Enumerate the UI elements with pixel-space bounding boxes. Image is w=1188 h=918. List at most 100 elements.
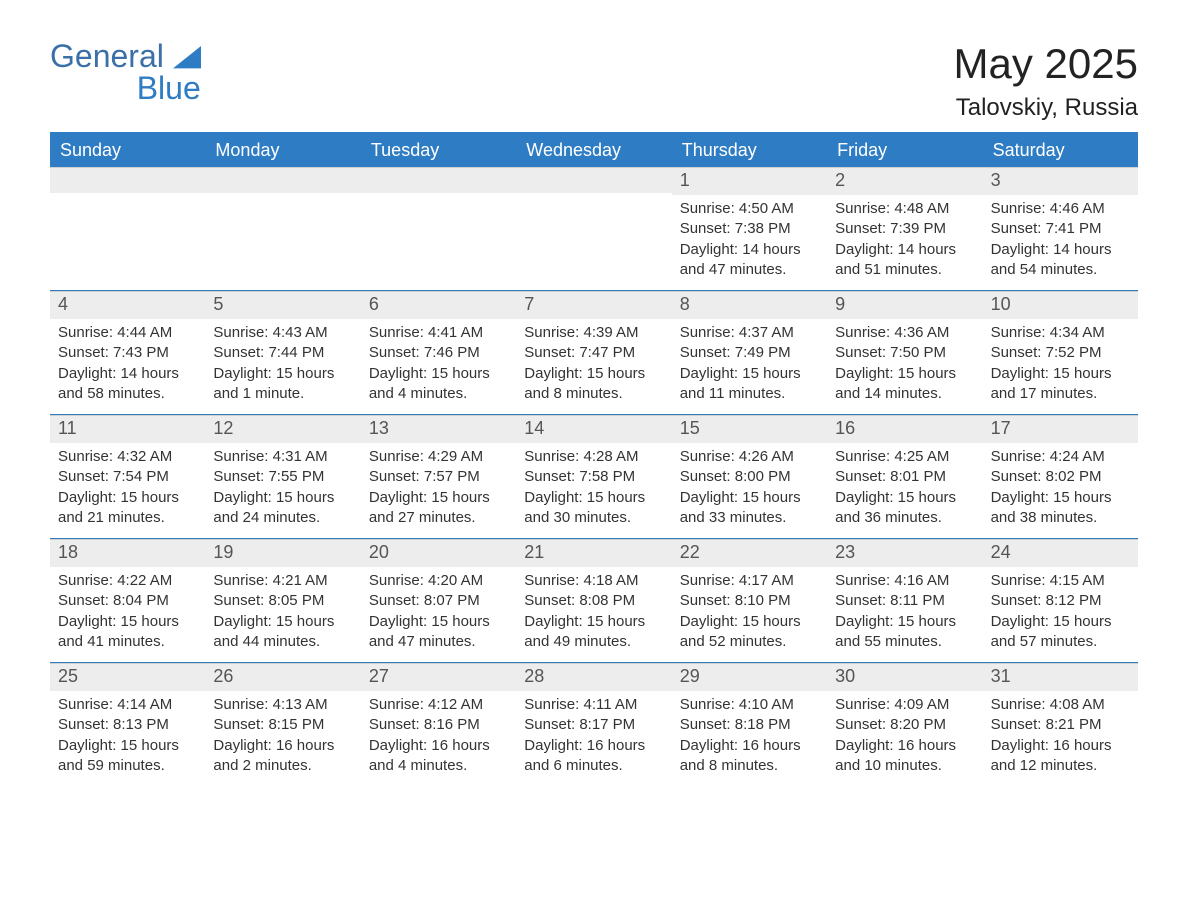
day-number: 9 xyxy=(827,291,982,319)
sunset-line: Sunset: 8:05 PM xyxy=(213,591,352,611)
calendar-cell: 15Sunrise: 4:26 AMSunset: 8:00 PMDayligh… xyxy=(672,415,827,538)
day-number: 10 xyxy=(983,291,1138,319)
day-details: Sunrise: 4:41 AMSunset: 7:46 PMDaylight:… xyxy=(361,319,516,414)
calendar-row: 4Sunrise: 4:44 AMSunset: 7:43 PMDaylight… xyxy=(50,290,1138,414)
calendar-cell: 4Sunrise: 4:44 AMSunset: 7:43 PMDaylight… xyxy=(50,291,205,414)
page-header: General Blue May 2025 Talovskiy, Russia xyxy=(50,40,1138,122)
daylight-line: Daylight: 15 hours and 52 minutes. xyxy=(680,612,819,653)
calendar-row: 25Sunrise: 4:14 AMSunset: 8:13 PMDayligh… xyxy=(50,662,1138,786)
weekday-header-cell: Thursday xyxy=(672,134,827,167)
sunrise-line: Sunrise: 4:10 AM xyxy=(680,695,819,715)
calendar-cell: 3Sunrise: 4:46 AMSunset: 7:41 PMDaylight… xyxy=(983,167,1138,290)
sunset-line: Sunset: 7:46 PM xyxy=(369,343,508,363)
day-details: Sunrise: 4:12 AMSunset: 8:16 PMDaylight:… xyxy=(361,691,516,786)
sunrise-line: Sunrise: 4:25 AM xyxy=(835,447,974,467)
day-number: 16 xyxy=(827,415,982,443)
calendar-cell: 9Sunrise: 4:36 AMSunset: 7:50 PMDaylight… xyxy=(827,291,982,414)
sunset-line: Sunset: 8:15 PM xyxy=(213,715,352,735)
sunset-line: Sunset: 8:10 PM xyxy=(680,591,819,611)
daylight-line: Daylight: 16 hours and 4 minutes. xyxy=(369,736,508,777)
weekday-header-cell: Tuesday xyxy=(361,134,516,167)
title-block: May 2025 Talovskiy, Russia xyxy=(954,40,1138,122)
day-details: Sunrise: 4:34 AMSunset: 7:52 PMDaylight:… xyxy=(983,319,1138,414)
calendar-cell: 2Sunrise: 4:48 AMSunset: 7:39 PMDaylight… xyxy=(827,167,982,290)
day-details: Sunrise: 4:17 AMSunset: 8:10 PMDaylight:… xyxy=(672,567,827,662)
sunrise-line: Sunrise: 4:17 AM xyxy=(680,571,819,591)
day-number xyxy=(516,167,671,193)
sunrise-line: Sunrise: 4:08 AM xyxy=(991,695,1130,715)
day-number: 14 xyxy=(516,415,671,443)
daylight-line: Daylight: 15 hours and 21 minutes. xyxy=(58,488,197,529)
day-details: Sunrise: 4:08 AMSunset: 8:21 PMDaylight:… xyxy=(983,691,1138,786)
calendar-cell: 22Sunrise: 4:17 AMSunset: 8:10 PMDayligh… xyxy=(672,539,827,662)
sunset-line: Sunset: 7:38 PM xyxy=(680,219,819,239)
sunset-line: Sunset: 7:57 PM xyxy=(369,467,508,487)
calendar-cell: 13Sunrise: 4:29 AMSunset: 7:57 PMDayligh… xyxy=(361,415,516,538)
daylight-line: Daylight: 14 hours and 51 minutes. xyxy=(835,240,974,281)
daylight-line: Daylight: 15 hours and 38 minutes. xyxy=(991,488,1130,529)
day-number: 13 xyxy=(361,415,516,443)
calendar-cell xyxy=(205,167,360,290)
sunset-line: Sunset: 8:17 PM xyxy=(524,715,663,735)
calendar-cell: 12Sunrise: 4:31 AMSunset: 7:55 PMDayligh… xyxy=(205,415,360,538)
day-number: 15 xyxy=(672,415,827,443)
day-number: 18 xyxy=(50,539,205,567)
daylight-line: Daylight: 15 hours and 17 minutes. xyxy=(991,364,1130,405)
sunset-line: Sunset: 7:54 PM xyxy=(58,467,197,487)
day-number: 26 xyxy=(205,663,360,691)
sunset-line: Sunset: 7:49 PM xyxy=(680,343,819,363)
sunset-line: Sunset: 8:13 PM xyxy=(58,715,197,735)
logo-word2: Blue xyxy=(50,72,201,104)
daylight-line: Daylight: 15 hours and 41 minutes. xyxy=(58,612,197,653)
calendar-cell: 28Sunrise: 4:11 AMSunset: 8:17 PMDayligh… xyxy=(516,663,671,786)
sunrise-line: Sunrise: 4:22 AM xyxy=(58,571,197,591)
day-details: Sunrise: 4:25 AMSunset: 8:01 PMDaylight:… xyxy=(827,443,982,538)
daylight-line: Daylight: 16 hours and 8 minutes. xyxy=(680,736,819,777)
sunrise-line: Sunrise: 4:37 AM xyxy=(680,323,819,343)
daylight-line: Daylight: 15 hours and 47 minutes. xyxy=(369,612,508,653)
sunrise-line: Sunrise: 4:09 AM xyxy=(835,695,974,715)
daylight-line: Daylight: 15 hours and 8 minutes. xyxy=(524,364,663,405)
day-details xyxy=(50,193,205,283)
sunset-line: Sunset: 8:07 PM xyxy=(369,591,508,611)
sunset-line: Sunset: 8:21 PM xyxy=(991,715,1130,735)
calendar-cell: 31Sunrise: 4:08 AMSunset: 8:21 PMDayligh… xyxy=(983,663,1138,786)
day-number: 25 xyxy=(50,663,205,691)
calendar-row: 18Sunrise: 4:22 AMSunset: 8:04 PMDayligh… xyxy=(50,538,1138,662)
sunrise-line: Sunrise: 4:44 AM xyxy=(58,323,197,343)
daylight-line: Daylight: 15 hours and 33 minutes. xyxy=(680,488,819,529)
day-details: Sunrise: 4:16 AMSunset: 8:11 PMDaylight:… xyxy=(827,567,982,662)
day-details: Sunrise: 4:29 AMSunset: 7:57 PMDaylight:… xyxy=(361,443,516,538)
sunset-line: Sunset: 7:43 PM xyxy=(58,343,197,363)
day-number: 28 xyxy=(516,663,671,691)
day-details xyxy=(361,193,516,283)
day-number: 22 xyxy=(672,539,827,567)
day-number: 20 xyxy=(361,539,516,567)
calendar-cell: 1Sunrise: 4:50 AMSunset: 7:38 PMDaylight… xyxy=(672,167,827,290)
day-details: Sunrise: 4:24 AMSunset: 8:02 PMDaylight:… xyxy=(983,443,1138,538)
sunrise-line: Sunrise: 4:39 AM xyxy=(524,323,663,343)
calendar-cell: 26Sunrise: 4:13 AMSunset: 8:15 PMDayligh… xyxy=(205,663,360,786)
calendar-cell: 21Sunrise: 4:18 AMSunset: 8:08 PMDayligh… xyxy=(516,539,671,662)
daylight-line: Daylight: 15 hours and 49 minutes. xyxy=(524,612,663,653)
day-number: 3 xyxy=(983,167,1138,195)
sunrise-line: Sunrise: 4:28 AM xyxy=(524,447,663,467)
daylight-line: Daylight: 15 hours and 11 minutes. xyxy=(680,364,819,405)
day-number: 12 xyxy=(205,415,360,443)
sunset-line: Sunset: 7:58 PM xyxy=(524,467,663,487)
day-details: Sunrise: 4:13 AMSunset: 8:15 PMDaylight:… xyxy=(205,691,360,786)
day-details: Sunrise: 4:15 AMSunset: 8:12 PMDaylight:… xyxy=(983,567,1138,662)
day-details: Sunrise: 4:10 AMSunset: 8:18 PMDaylight:… xyxy=(672,691,827,786)
daylight-line: Daylight: 15 hours and 59 minutes. xyxy=(58,736,197,777)
calendar-cell: 20Sunrise: 4:20 AMSunset: 8:07 PMDayligh… xyxy=(361,539,516,662)
daylight-line: Daylight: 15 hours and 44 minutes. xyxy=(213,612,352,653)
day-details: Sunrise: 4:44 AMSunset: 7:43 PMDaylight:… xyxy=(50,319,205,414)
day-details: Sunrise: 4:46 AMSunset: 7:41 PMDaylight:… xyxy=(983,195,1138,290)
calendar-cell: 24Sunrise: 4:15 AMSunset: 8:12 PMDayligh… xyxy=(983,539,1138,662)
sunset-line: Sunset: 8:18 PM xyxy=(680,715,819,735)
day-details xyxy=(516,193,671,283)
day-details: Sunrise: 4:36 AMSunset: 7:50 PMDaylight:… xyxy=(827,319,982,414)
calendar: SundayMondayTuesdayWednesdayThursdayFrid… xyxy=(50,132,1138,786)
day-details xyxy=(205,193,360,283)
calendar-row: 11Sunrise: 4:32 AMSunset: 7:54 PMDayligh… xyxy=(50,414,1138,538)
